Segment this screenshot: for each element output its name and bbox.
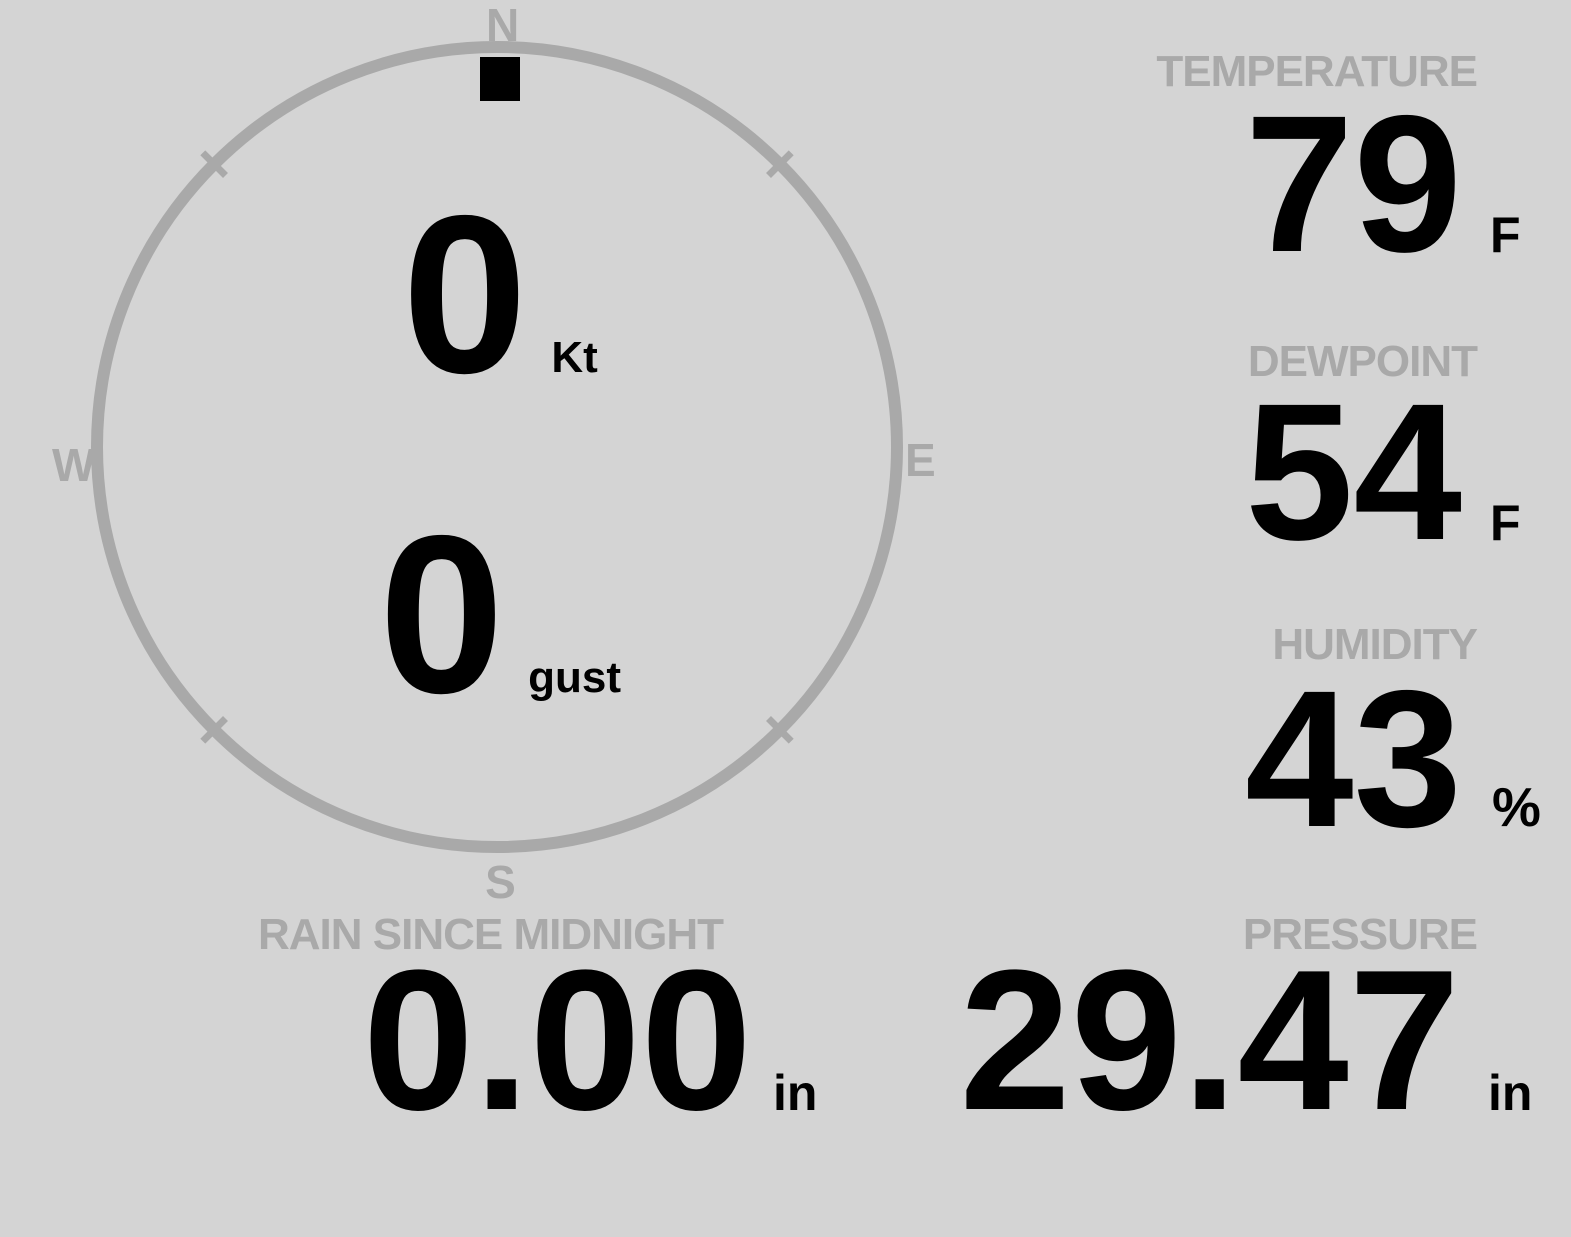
wind-speed-unit: Kt — [551, 333, 598, 382]
temperature-value: 79 — [1245, 75, 1462, 293]
temperature-unit: F — [1490, 207, 1521, 263]
wind-speed-value: 0 — [402, 168, 528, 420]
compass-circle — [91, 41, 903, 853]
humidity-value: 43 — [1245, 650, 1462, 868]
humidity-label: HUMIDITY — [1272, 620, 1478, 669]
pressure-value: 29.47 — [959, 929, 1461, 1152]
rain-since-midnight-unit: in — [773, 1065, 818, 1121]
dewpoint-value: 54 — [1245, 363, 1462, 581]
compass-north-label: N — [486, 0, 519, 51]
temperature-label: TEMPERATURE — [1156, 47, 1478, 96]
humidity-unit: % — [1492, 776, 1541, 838]
compass-tick-se — [766, 716, 794, 744]
wind-gust-unit: gust — [528, 653, 622, 702]
compass-south-label: S — [485, 856, 516, 908]
compass-west-label: W — [52, 439, 95, 491]
wind-gust-value: 0 — [378, 488, 505, 740]
compass-east-label: E — [905, 434, 936, 486]
wind-compass-dial — [91, 41, 903, 853]
rain-since-midnight-label: RAIN SINCE MIDNIGHT — [258, 910, 724, 959]
dewpoint-label: DEWPOINT — [1247, 337, 1478, 386]
pressure-label: PRESSURE — [1242, 910, 1478, 959]
rain-since-midnight-value: 0.00 — [362, 929, 752, 1152]
compass-tick-sw — [200, 716, 228, 744]
compass-tick-nw — [200, 150, 228, 178]
dewpoint-unit: F — [1490, 495, 1521, 551]
pressure-unit: in — [1488, 1065, 1533, 1121]
wind-direction-marker — [480, 57, 520, 101]
wind-gust-row: 0 gust — [0, 502, 1000, 727]
wind-speed-row: 0 Kt — [0, 182, 1000, 407]
compass-tick-ne — [766, 150, 794, 178]
